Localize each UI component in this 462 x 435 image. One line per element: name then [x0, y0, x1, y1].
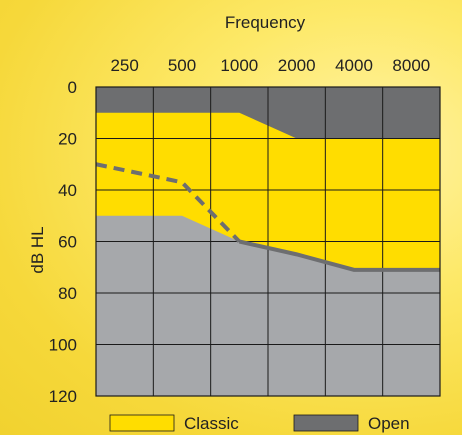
plot-area: 250 500 1000 2000 4000 8000 0 20 40 60 80 100 120 Cla…	[49, 56, 441, 433]
chart-title: Frequency	[225, 13, 306, 32]
x-tick-label: 1000	[220, 56, 258, 75]
y-tick-label: 60	[58, 233, 77, 252]
y-tick-label: 20	[58, 130, 77, 149]
y-tick-label: 40	[58, 181, 77, 200]
x-tick-label: 4000	[335, 56, 373, 75]
x-tick-label: 8000	[392, 56, 430, 75]
solid-boundary-line	[238, 239, 440, 272]
legend-label: Classic	[184, 414, 239, 433]
plot-border	[95, 86, 441, 397]
y-axis-label: dB HL	[28, 226, 47, 273]
x-tick-label: 500	[168, 56, 196, 75]
legend-label: Open	[368, 414, 410, 433]
legend-swatch	[109, 414, 175, 432]
y-tick-label: 120	[49, 387, 77, 406]
x-tick-label: 250	[110, 56, 138, 75]
x-tick-label: 2000	[278, 56, 316, 75]
legend-swatch	[293, 414, 359, 432]
y-tick-label: 0	[68, 78, 77, 97]
y-tick-label: 100	[49, 336, 77, 355]
y-tick-label: 80	[58, 284, 77, 303]
